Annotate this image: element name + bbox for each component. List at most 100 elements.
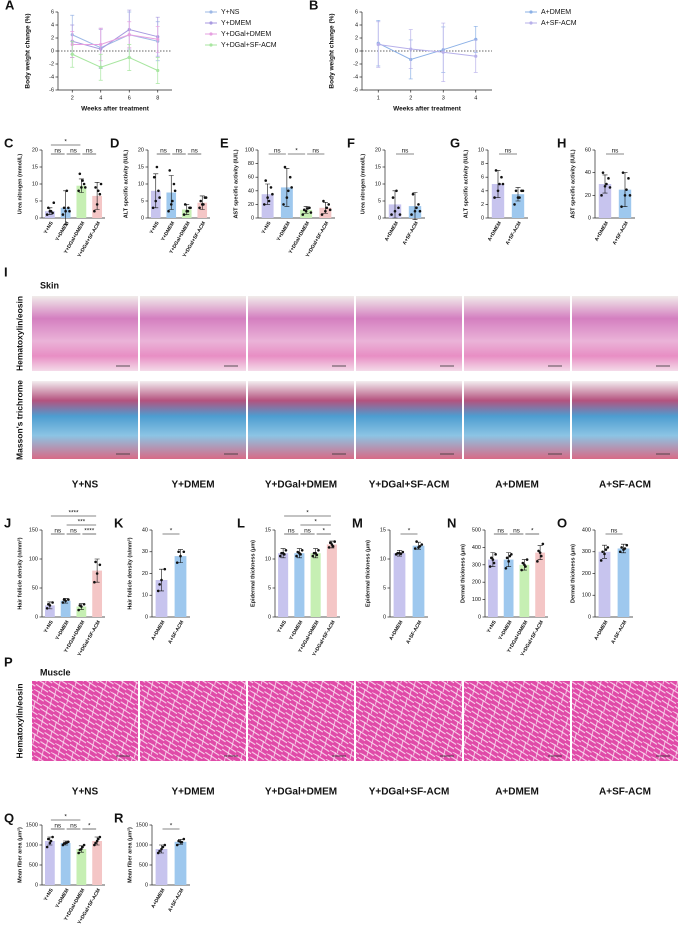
significance-label: ns	[70, 823, 78, 830]
data-point	[77, 189, 80, 193]
group-label: A+SF-ACM	[599, 787, 651, 798]
micrograph	[32, 681, 138, 761]
bar	[326, 544, 337, 617]
marker	[474, 54, 478, 58]
bar	[76, 849, 87, 885]
data-point	[625, 188, 628, 191]
data-point	[189, 206, 192, 210]
data-point	[410, 213, 413, 216]
legend-label: A+DMEM	[541, 9, 571, 16]
marker	[409, 47, 413, 51]
y-tick-label: -4	[49, 74, 54, 80]
significance-label: ns	[160, 148, 168, 155]
x-tick-label: 4	[474, 95, 477, 101]
data-point	[618, 550, 622, 554]
data-point	[183, 203, 187, 206]
data-point	[327, 203, 331, 206]
x-tick-label: Y+NS	[43, 887, 55, 902]
data-point	[61, 213, 65, 216]
data-point	[262, 203, 266, 206]
data-point	[290, 186, 293, 189]
bar	[92, 841, 103, 885]
significance-label: ns	[70, 148, 78, 155]
y-tick-label: 500	[472, 527, 481, 533]
data-point	[64, 209, 67, 213]
error-bar	[602, 174, 608, 194]
data-point	[608, 186, 612, 189]
data-point	[415, 206, 418, 210]
data-point	[417, 203, 420, 206]
y-tick-label: 60	[585, 147, 591, 153]
data-point	[47, 602, 50, 606]
data-point	[93, 209, 96, 213]
data-point	[94, 560, 97, 564]
x-tick-label: Y+DMEM	[276, 221, 292, 243]
data-point	[49, 209, 53, 213]
data-point	[494, 169, 498, 172]
marker	[127, 33, 131, 37]
x-tick-label: Y+NS	[43, 220, 55, 235]
panel-label: M	[352, 515, 363, 530]
y-tick-label: -2	[49, 61, 54, 67]
data-point	[309, 211, 313, 214]
data-point	[492, 561, 496, 565]
y-tick-label: 20	[32, 147, 38, 153]
y-tick-label: 2	[355, 35, 358, 41]
data-point	[328, 541, 332, 545]
data-point	[167, 209, 170, 213]
significance-label: ns	[505, 148, 513, 155]
data-point	[51, 601, 54, 604]
data-point	[96, 189, 100, 193]
data-point	[625, 543, 629, 547]
data-point	[163, 843, 167, 847]
y-tick-label: 1000	[136, 842, 148, 848]
x-tick-label: 6	[128, 95, 131, 101]
data-point	[51, 211, 54, 215]
data-point	[98, 835, 102, 839]
x-tick-label: A+DMEM	[150, 620, 166, 642]
data-point	[65, 189, 69, 193]
bar	[155, 849, 168, 885]
y-tick-label: 10	[142, 593, 148, 599]
error-bar	[506, 552, 512, 567]
x-tick-label: Y+NS	[486, 619, 498, 634]
panel-label: D	[110, 135, 119, 150]
tissue-label: Skin	[40, 280, 59, 290]
y-tick-label: 1000	[26, 842, 38, 848]
data-point	[279, 554, 282, 558]
data-point	[604, 548, 608, 551]
bar	[261, 194, 274, 218]
significance-label: *	[314, 519, 317, 526]
x-tick-label: Y+NS	[149, 220, 161, 235]
data-point	[158, 849, 161, 853]
y-tick-label: 0	[478, 614, 481, 620]
y-tick-label: 20	[248, 202, 254, 208]
x-tick-label: Y+DMEM	[55, 221, 71, 243]
data-point	[171, 199, 174, 203]
x-tick-label: Y+DMEM	[498, 620, 514, 642]
bar	[76, 606, 87, 617]
data-point	[607, 177, 610, 180]
marker	[127, 55, 131, 60]
data-point	[507, 560, 510, 563]
data-point	[78, 604, 82, 607]
data-point	[521, 561, 525, 565]
data-point	[299, 553, 302, 556]
data-point	[490, 556, 493, 560]
y-tick-label: 20	[585, 193, 591, 199]
y-tick-label: 10	[380, 556, 386, 562]
x-tick-label: Y+DMEM	[55, 620, 71, 642]
data-point	[524, 565, 527, 568]
data-point	[411, 192, 415, 196]
significance-label: *	[170, 823, 173, 830]
micrograph	[356, 681, 462, 761]
y-tick-label: 100	[582, 593, 591, 599]
y-tick-label: 0	[35, 215, 38, 221]
data-point	[65, 841, 69, 844]
significance-label: ****	[84, 528, 95, 535]
panel-label: E	[220, 135, 229, 150]
data-point	[628, 194, 632, 197]
data-point	[488, 565, 492, 568]
y-axis-label: Mean fiber area (μm²)	[126, 827, 133, 883]
data-point	[393, 209, 397, 213]
